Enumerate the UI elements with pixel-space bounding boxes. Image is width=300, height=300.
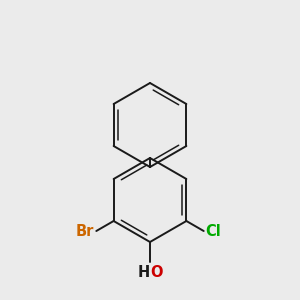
Text: O: O	[150, 265, 163, 280]
Text: H: H	[138, 265, 150, 280]
Text: Cl: Cl	[206, 224, 221, 238]
Text: Br: Br	[76, 224, 94, 238]
